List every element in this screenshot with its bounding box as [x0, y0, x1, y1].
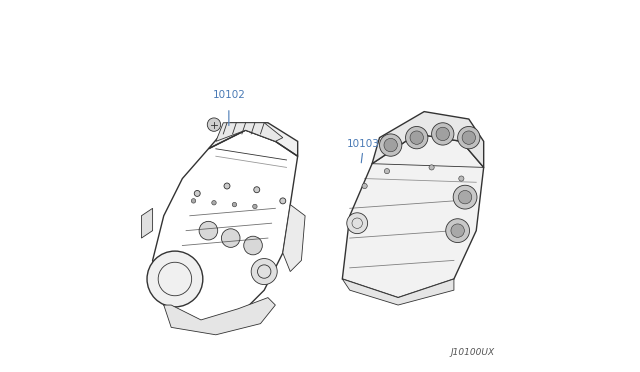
Circle shape — [380, 134, 402, 156]
Polygon shape — [342, 279, 454, 305]
Circle shape — [406, 126, 428, 149]
Circle shape — [199, 221, 218, 240]
Circle shape — [221, 229, 240, 247]
Text: J10100UX: J10100UX — [451, 348, 495, 357]
Text: 10102: 10102 — [212, 90, 245, 100]
Polygon shape — [141, 208, 152, 238]
Circle shape — [459, 176, 464, 181]
Circle shape — [347, 213, 367, 234]
Circle shape — [232, 202, 237, 207]
Circle shape — [410, 131, 424, 144]
Circle shape — [385, 169, 390, 174]
Circle shape — [224, 183, 230, 189]
Circle shape — [191, 199, 196, 203]
Circle shape — [462, 131, 476, 144]
Polygon shape — [209, 123, 298, 156]
Circle shape — [431, 123, 454, 145]
Circle shape — [280, 198, 286, 204]
Circle shape — [458, 126, 480, 149]
Text: 10103: 10103 — [346, 139, 380, 149]
Polygon shape — [283, 205, 305, 272]
Circle shape — [207, 118, 221, 131]
Circle shape — [244, 236, 262, 255]
Circle shape — [147, 251, 203, 307]
Polygon shape — [372, 112, 484, 167]
Circle shape — [251, 259, 277, 285]
Circle shape — [458, 190, 472, 204]
Circle shape — [445, 219, 470, 243]
Circle shape — [429, 165, 434, 170]
Polygon shape — [342, 134, 484, 298]
Circle shape — [212, 201, 216, 205]
Circle shape — [195, 190, 200, 196]
Polygon shape — [164, 298, 275, 335]
Circle shape — [453, 185, 477, 209]
Circle shape — [436, 127, 449, 141]
Circle shape — [451, 224, 465, 237]
Circle shape — [253, 204, 257, 209]
Circle shape — [384, 138, 397, 152]
Polygon shape — [216, 123, 283, 141]
Circle shape — [362, 183, 367, 189]
Circle shape — [254, 187, 260, 193]
